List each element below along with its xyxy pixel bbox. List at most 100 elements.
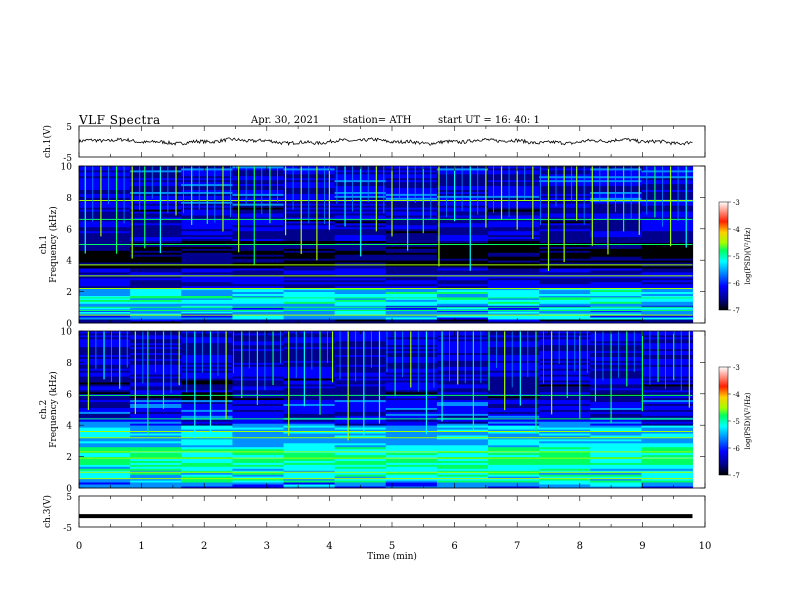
- ch1-spectrogram-cell: [385, 272, 438, 275]
- ch2-spectrogram-cell: [385, 376, 438, 379]
- ch1-spectrogram-cell: [436, 260, 489, 263]
- ch2-spectrogram-cell: [436, 454, 489, 457]
- ch1-spectrogram-cell: [539, 226, 591, 230]
- ch1-spectrogram-cell: [79, 203, 131, 206]
- ch2-spectrogram-cell: [232, 338, 285, 342]
- ch2-spectrogram-cell: [539, 391, 591, 395]
- ch2-spectrogram-cell: [334, 389, 387, 393]
- ch1-spectrogram-cell: [488, 215, 540, 218]
- ch2-spectrogram-cell: [181, 346, 233, 350]
- ch1-spectrogram-cell: [79, 177, 131, 181]
- ch2-spectrogram-cell: [539, 336, 591, 340]
- ch1-spectrogram-cell: [436, 252, 489, 255]
- ch2-spectrogram-cell: [283, 380, 336, 383]
- ch2-spectrogram-colorbar-label: log(PSD)(V²/Hz): [744, 392, 752, 449]
- ch1-spectrogram-cell: [385, 195, 438, 198]
- ch1-spectrogram-cell: [385, 250, 438, 253]
- ch2-spectrogram-cell: [385, 380, 438, 383]
- ch1-spectrogram-cell: [79, 281, 131, 285]
- ch2-spectrogram-cell: [488, 354, 540, 357]
- ch2-spectrogram-ytick-label: 8: [66, 359, 72, 369]
- ch2-spectrogram-cell: [641, 342, 694, 346]
- ch2-spectrogram-cell: [130, 435, 182, 438]
- ch2-spectrogram-cell: [385, 433, 438, 436]
- ch1-spectrogram-cell: [130, 240, 182, 243]
- time-tick-label: 2: [201, 541, 207, 552]
- ch2-spectrogram-cell: [436, 468, 489, 471]
- ch2-spectrogram-cell: [385, 385, 438, 389]
- ch2-spectrogram-ytick-label: 4: [66, 422, 72, 432]
- ch2-spectrogram-cell: [130, 474, 182, 477]
- ch1-spectrogram-cell: [181, 273, 233, 277]
- ch2-spectrogram-cell: [130, 411, 182, 414]
- ch2-spectrogram-cell: [181, 458, 233, 461]
- ch1-spectrogram-cell: [539, 230, 591, 234]
- ch1-spectrogram-cell: [641, 266, 694, 269]
- ch1-spectrogram-cell: [79, 215, 131, 218]
- ch1-spectrogram-cell: [436, 268, 489, 271]
- ch1-spectrogram-cell: [130, 291, 182, 294]
- ch1-spectrogram-cell: [232, 230, 285, 234]
- ch2-spectrogram-cell: [232, 442, 285, 446]
- ch2-spectrogram-cell: [334, 421, 387, 424]
- ch2-spectrogram-cell: [488, 391, 540, 395]
- ch1-spectrogram-cell: [130, 189, 182, 192]
- ch2-spectrogram-cell: [79, 433, 131, 436]
- ch1-spectrogram-cell: [488, 177, 540, 181]
- ch2-spectrogram-cell: [641, 356, 694, 359]
- ch2-spectrogram-cell: [232, 478, 285, 481]
- ch2-spectrogram-cell: [181, 370, 233, 373]
- ch1-spectrogram-cell: [283, 238, 336, 241]
- ch2-spectrogram-cell: [283, 438, 336, 442]
- ch1-spectrogram-cell: [79, 230, 131, 234]
- ch2-spectrogram-cell: [334, 401, 387, 404]
- ch2-spectrogram-cell: [181, 431, 233, 434]
- ch2-spectrogram-cell: [130, 397, 182, 401]
- ch2-spectrogram-cell: [232, 362, 285, 365]
- ch1-spectrogram-cell: [79, 211, 131, 214]
- ch2-spectrogram-cell: [590, 344, 642, 348]
- ch1-spectrogram-cell: [385, 319, 438, 322]
- ch1-spectrogram-cell: [436, 281, 489, 285]
- ch1-spectrogram-cell: [130, 315, 182, 318]
- ch1-spectrogram-cell: [181, 317, 233, 320]
- ch2-spectrogram-cell: [334, 362, 387, 365]
- ch2-spectrogram-cell: [181, 474, 233, 477]
- ch2-spectrogram-cell: [79, 454, 131, 457]
- ch1-spectrogram-cell: [590, 197, 642, 200]
- ch2-spectrogram-cell: [283, 421, 336, 424]
- ch2-spectrogram-cell: [181, 385, 233, 389]
- ch2-spectrogram-cell: [232, 336, 285, 340]
- ch1-spectrogram-cell: [590, 224, 642, 228]
- ch1-spectrogram-cell: [130, 266, 182, 269]
- ch2-spectrogram-cell: [232, 331, 285, 334]
- ch2-spectrogram-cell: [385, 464, 438, 467]
- ch1-spectrogram-cell: [232, 219, 285, 222]
- ch2-spectrogram-cell: [130, 413, 182, 416]
- ch2-spectrogram-cell: [590, 331, 642, 334]
- ch1-spectrogram-cell: [488, 319, 540, 322]
- ch1-spectrogram-cell: [130, 307, 182, 310]
- ch1-spectrogram-cell: [539, 220, 591, 224]
- ch1-spectrogram-cell: [130, 217, 182, 220]
- ch1-spectrogram-cell: [590, 313, 642, 316]
- ch1-spectrogram-cell: [232, 293, 285, 296]
- ch2-spectrogram-cell: [641, 440, 694, 444]
- ch2-spectrogram-cell: [232, 413, 285, 416]
- ch2-spectrogram-cell: [79, 482, 131, 485]
- ch1-spectrogram-cell: [385, 299, 438, 302]
- ch1-spectrogram-cell: [232, 260, 285, 263]
- ch1-spectrogram-cell: [488, 268, 540, 271]
- ch1-spectrogram-cell: [488, 195, 540, 198]
- ch2-spectrogram-cell: [641, 354, 694, 357]
- ch2-spectrogram-cell: [334, 380, 387, 383]
- ch1-spectrogram-cell: [79, 289, 131, 292]
- ch1-spectrogram-cell: [641, 260, 694, 263]
- ch1-spectrogram-cell: [232, 313, 285, 316]
- ch2-spectrogram-cell: [539, 421, 591, 424]
- ch1-spectrogram-cell: [283, 219, 336, 222]
- ch1-spectrogram-cell: [641, 315, 694, 318]
- ch1-waveform-line: [78, 137, 693, 146]
- ch2-spectrogram-cell: [539, 468, 591, 471]
- ch2-spectrogram-cell: [385, 336, 438, 340]
